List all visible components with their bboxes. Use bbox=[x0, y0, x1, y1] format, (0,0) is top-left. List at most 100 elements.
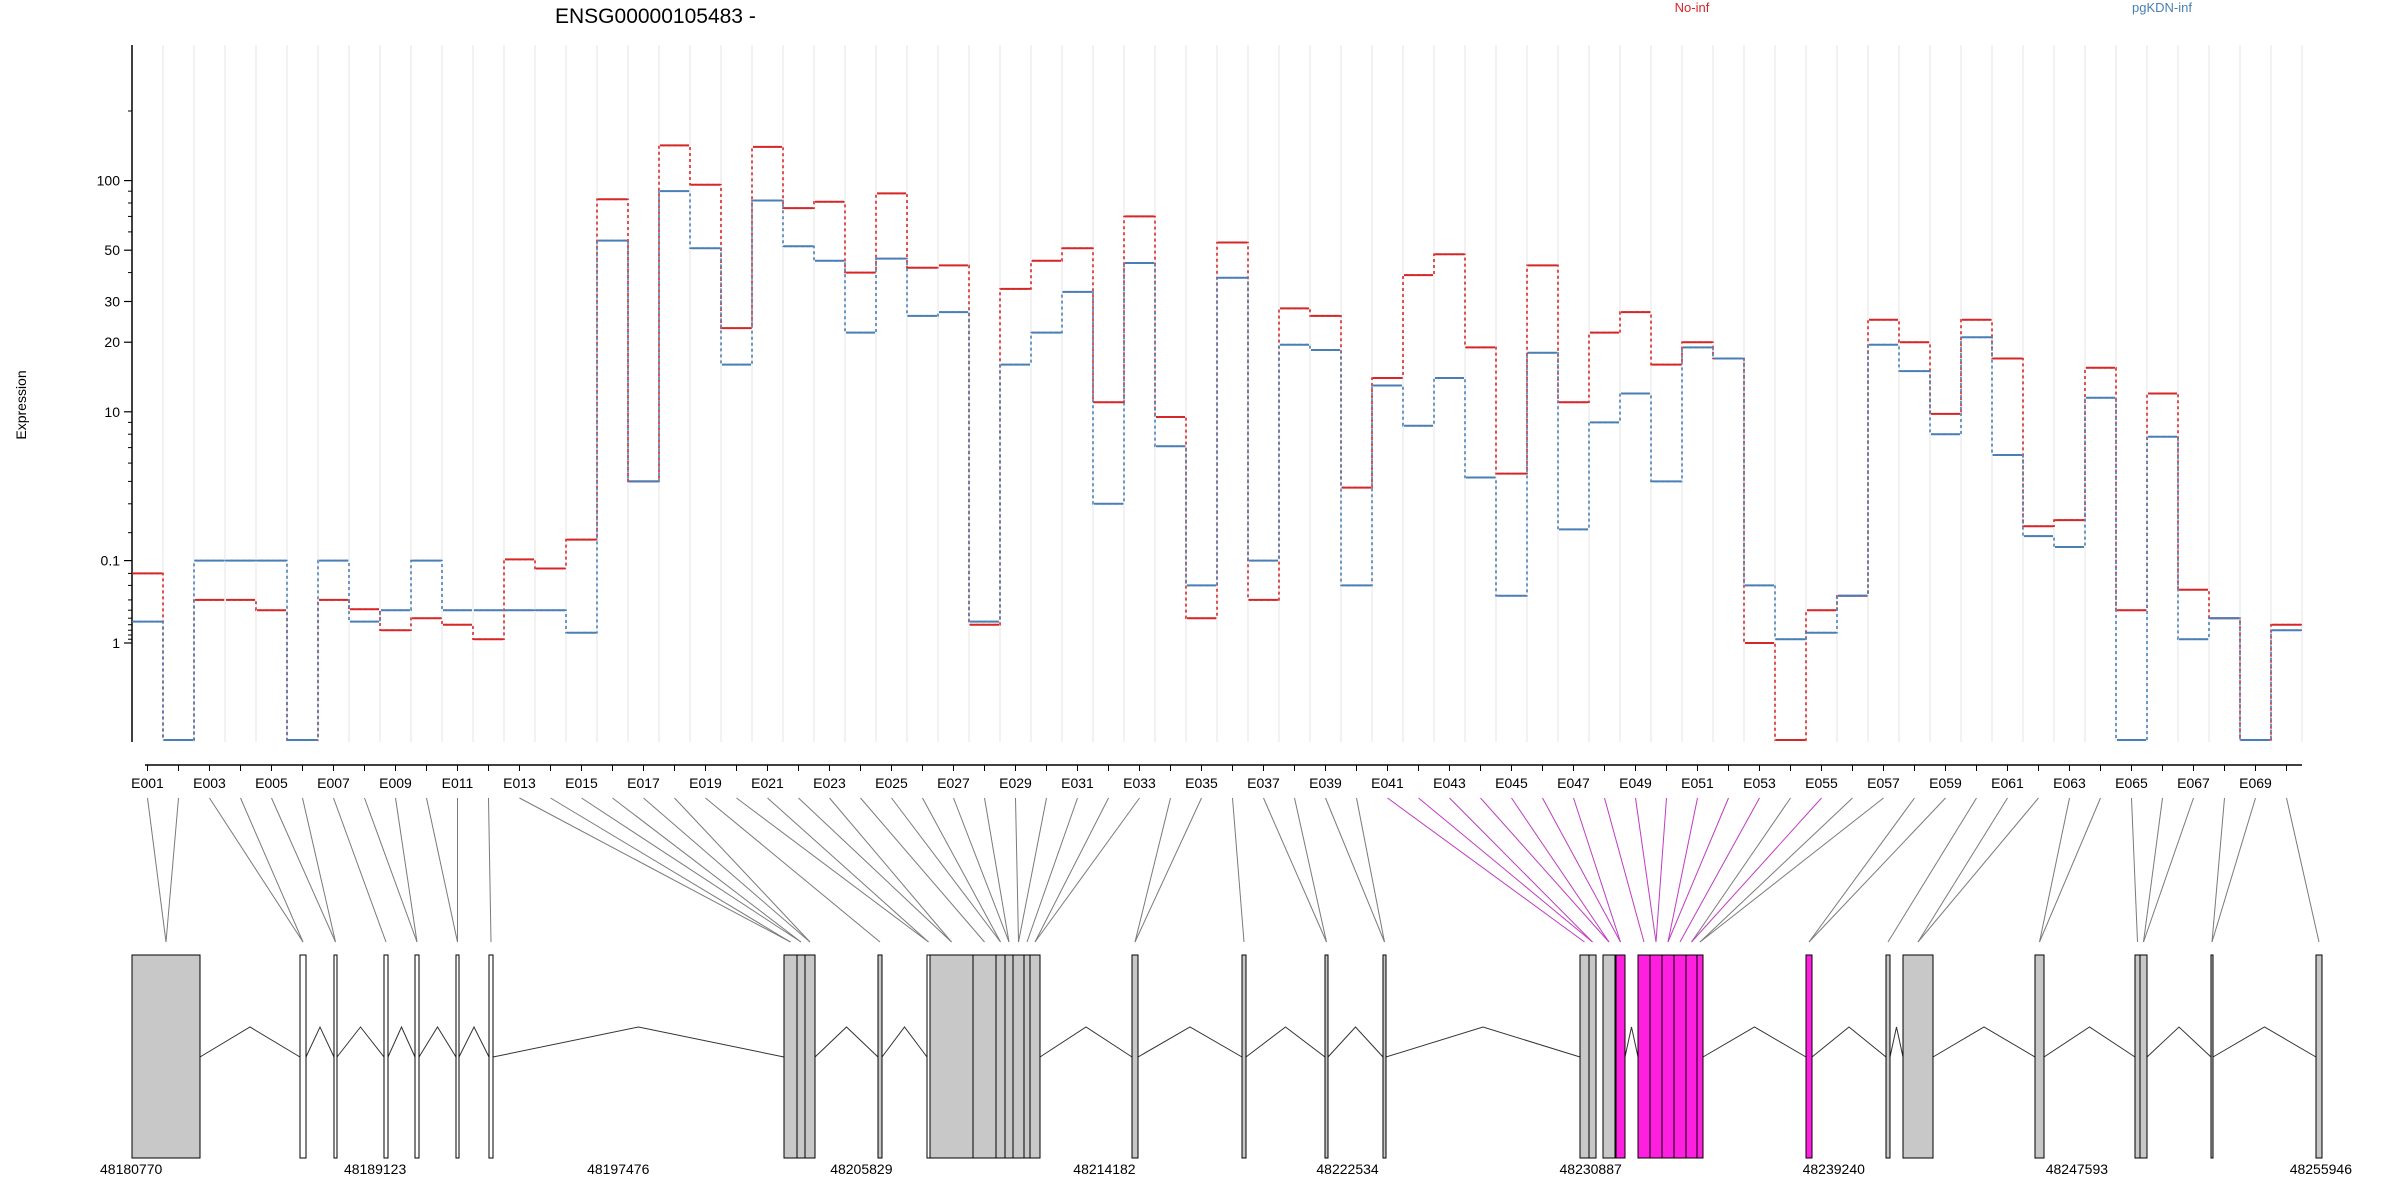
x-tick-labels: E001 E003 E005 E007 E009 E011 E013 E015 E017 E019… bbox=[131, 765, 2287, 791]
exon-block bbox=[2210, 954, 2214, 1159]
x-tick-label: E019 bbox=[689, 775, 722, 791]
genomic-tick-label: 48214182 bbox=[1073, 1161, 1136, 1177]
x-tick-label: E043 bbox=[1433, 775, 1466, 791]
exon-block bbox=[1661, 954, 1675, 1159]
x-tick-label: E015 bbox=[565, 775, 598, 791]
exon-block bbox=[2315, 954, 2323, 1159]
connector-line bbox=[1635, 797, 1657, 943]
intron-line bbox=[2146, 1026, 2212, 1058]
grid bbox=[131, 45, 2303, 742]
intron-line bbox=[2043, 1026, 2136, 1058]
y-tick-label: 50 bbox=[104, 242, 120, 258]
connector-line bbox=[209, 797, 304, 943]
gene-model bbox=[131, 954, 2323, 1159]
connector-line bbox=[1134, 797, 1171, 943]
genomic-tick-label: 48197476 bbox=[587, 1161, 650, 1177]
connector-line bbox=[1325, 797, 1385, 943]
exon-block bbox=[1324, 954, 1329, 1159]
exon-block bbox=[783, 954, 798, 1159]
intron-line bbox=[1889, 1026, 1904, 1058]
connector-line bbox=[1026, 797, 1078, 943]
x-tick-label: E039 bbox=[1309, 775, 1342, 791]
connector-line bbox=[333, 797, 387, 943]
genomic-tick-label: 48205829 bbox=[830, 1161, 893, 1177]
connector-line bbox=[767, 797, 929, 943]
legend-pgkdn-inf: pgKDN-inf bbox=[2132, 0, 2192, 15]
genomic-tick-label: 48247593 bbox=[2046, 1161, 2109, 1177]
exon-block bbox=[1029, 954, 1041, 1159]
connector-line bbox=[550, 797, 791, 943]
intron-line bbox=[1702, 1026, 1807, 1058]
intron-line bbox=[1624, 1026, 1639, 1058]
x-tick-label: E055 bbox=[1805, 775, 1838, 791]
intron-line bbox=[387, 1025, 416, 1058]
connector-line bbox=[798, 797, 952, 943]
x-tick-label: E049 bbox=[1619, 775, 1652, 791]
exon-block bbox=[1241, 954, 1247, 1159]
exon-block bbox=[299, 954, 307, 1159]
intron-line bbox=[1327, 1026, 1384, 1058]
intron-line bbox=[199, 1026, 301, 1058]
x-tick-label: E013 bbox=[503, 775, 536, 791]
connector-line bbox=[1808, 797, 1946, 943]
series-lines bbox=[132, 144, 2302, 741]
connector-line bbox=[2131, 797, 2138, 943]
intron-line bbox=[1245, 1026, 1326, 1058]
intron-line bbox=[814, 1026, 879, 1058]
exon-block bbox=[131, 954, 201, 1159]
x-tick-label: E065 bbox=[2115, 775, 2148, 791]
connector-line bbox=[1573, 797, 1621, 943]
exon-block bbox=[1579, 954, 1590, 1159]
x-tick-label: E011 bbox=[442, 775, 474, 791]
x-tick-label: E067 bbox=[2177, 775, 2210, 791]
connector-line bbox=[395, 797, 418, 943]
exon-block bbox=[1649, 954, 1663, 1159]
intron-line bbox=[881, 1026, 928, 1058]
connector-line bbox=[519, 797, 791, 943]
connector-line bbox=[1263, 797, 1327, 943]
connector-line bbox=[922, 797, 1001, 943]
connector-line bbox=[2143, 797, 2163, 943]
intron-line bbox=[305, 1025, 335, 1058]
x-tick-label: E059 bbox=[1929, 775, 1962, 791]
intron-line bbox=[1932, 1026, 2036, 1058]
exon-block bbox=[2134, 954, 2141, 1159]
connector-line bbox=[953, 797, 1010, 943]
connector-line bbox=[1655, 797, 1667, 943]
exon-block bbox=[488, 954, 494, 1159]
intron-line bbox=[418, 1026, 457, 1058]
connector-line bbox=[1294, 797, 1327, 943]
connector-line bbox=[1699, 797, 1853, 943]
connector-line bbox=[891, 797, 1001, 943]
connector-line bbox=[1015, 797, 1019, 943]
connector-line bbox=[2211, 797, 2225, 943]
connector-line bbox=[1667, 797, 1698, 943]
connector-line bbox=[1691, 797, 1822, 943]
x-tick-label: E023 bbox=[813, 775, 846, 791]
connector-line bbox=[1034, 797, 1140, 943]
exon-block bbox=[1588, 954, 1597, 1159]
connector-line bbox=[1356, 797, 1385, 943]
exon-block bbox=[455, 954, 460, 1159]
exon-block bbox=[414, 954, 420, 1159]
x-tick-label: E061 bbox=[1991, 775, 2024, 791]
connector-line bbox=[984, 797, 1010, 943]
connector-line bbox=[2039, 797, 2101, 943]
intron-line bbox=[1039, 1026, 1133, 1058]
exon-block bbox=[1637, 954, 1651, 1159]
exon-block bbox=[1012, 954, 1025, 1159]
exon-block bbox=[2139, 954, 2148, 1159]
exon-block bbox=[796, 954, 806, 1159]
intron-line bbox=[458, 1025, 490, 1058]
chart-title: ENSG00000105483 - bbox=[555, 5, 756, 28]
x-tick-label: E033 bbox=[1123, 775, 1156, 791]
intron-line bbox=[1811, 1026, 1887, 1058]
x-tick-label: E069 bbox=[2239, 775, 2272, 791]
connector-line bbox=[1542, 797, 1621, 943]
exon-block bbox=[972, 954, 997, 1159]
genomic-tick-label: 48222534 bbox=[1316, 1161, 1379, 1177]
exon-block bbox=[1696, 954, 1704, 1159]
exon-block bbox=[1131, 954, 1139, 1159]
connector-line bbox=[1917, 797, 2039, 943]
x-tick-label: E053 bbox=[1743, 775, 1776, 791]
